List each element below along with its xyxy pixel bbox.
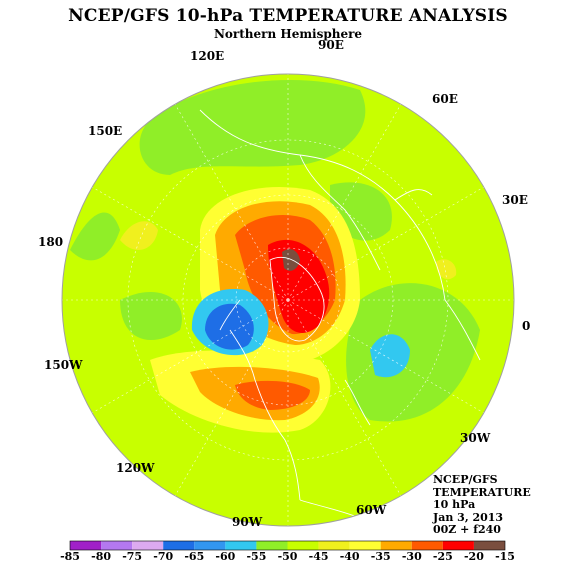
colorbar-swatch [70,541,102,550]
contour-patch [120,291,182,340]
colorbar-swatch [287,541,319,550]
colorbar-swatch [163,541,195,550]
contour-patch [268,239,330,333]
longitude-label-60w: 60W [356,503,387,517]
longitude-label-150e: 150E [88,124,123,138]
colorbar-label: -40 [339,550,360,563]
contour-patch [436,259,457,280]
colorbar-swatch [101,541,133,550]
longitude-label-0: 0 [522,319,531,333]
colorbar-swatch [194,541,226,550]
colorbar-swatch [256,541,288,550]
contour-patch [120,221,158,251]
colorbar-label: -30 [401,550,422,563]
info-run: 00Z + f240 [433,523,501,536]
colorbar-swatch [318,541,350,550]
longitude-label-150w: 150W [44,358,83,372]
longitude-label-30w: 30W [460,431,491,445]
longitude-label-120e: 120E [190,49,225,63]
colorbar-label: -50 [277,550,298,563]
contour-patch [235,380,310,410]
map-border [61,73,515,527]
colorbar-swatch [380,541,412,550]
colorbar-label: -85 [60,550,80,563]
colorbar-label: -75 [122,550,143,563]
colorbar-label: -65 [184,550,205,563]
longitude-label-30e: 30E [502,193,528,207]
colorbar-label: -15 [495,550,515,563]
graticule [62,74,514,526]
colorbar-swatch [442,541,474,550]
colorbar-label: -80 [91,550,111,563]
info-model: NCEP/GFS [433,473,498,486]
contour-patch [139,80,366,175]
contour-patch [370,334,410,378]
longitude-label-180: 180 [38,235,64,249]
colorbar-label: -20 [463,550,484,563]
longitude-label-90e: 90E [318,38,344,52]
info-date: Jan 3, 2013 [433,510,504,524]
colorbar-swatch [349,541,381,550]
colorbar-label: -70 [153,550,174,563]
info-box: NCEP/GFS TEMPERATURE 10 hPa Jan 3, 2013 … [433,473,531,537]
longitude-label-120w: 120W [116,461,155,475]
colorbar-swatch [225,541,257,550]
map-title: NCEP/GFS 10-hPa TEMPERATURE ANALYSIS [68,6,508,26]
contour-patch [346,283,480,422]
info-variable: TEMPERATURE [433,485,531,499]
colorbar-frame [69,540,506,551]
colorbar [69,540,506,551]
info-level: 10 hPa [433,498,476,511]
colorbar-label: -35 [370,550,391,563]
colorbar-swatch [132,541,164,550]
longitude-label-60e: 60E [432,92,458,106]
colorbar-swatch [411,541,443,550]
contour-patch [282,249,300,271]
colorbar-label: -55 [246,550,267,563]
longitude-label-90w: 90W [232,515,263,529]
contour-patch [70,212,120,261]
map-subtitle: Northern Hemisphere [213,27,363,41]
contour-patch [205,303,254,350]
colorbar-label: -45 [308,550,329,563]
colorbar-label: -60 [215,550,236,563]
colorbar-label: -25 [432,550,453,563]
colorbar-swatch [473,541,505,550]
